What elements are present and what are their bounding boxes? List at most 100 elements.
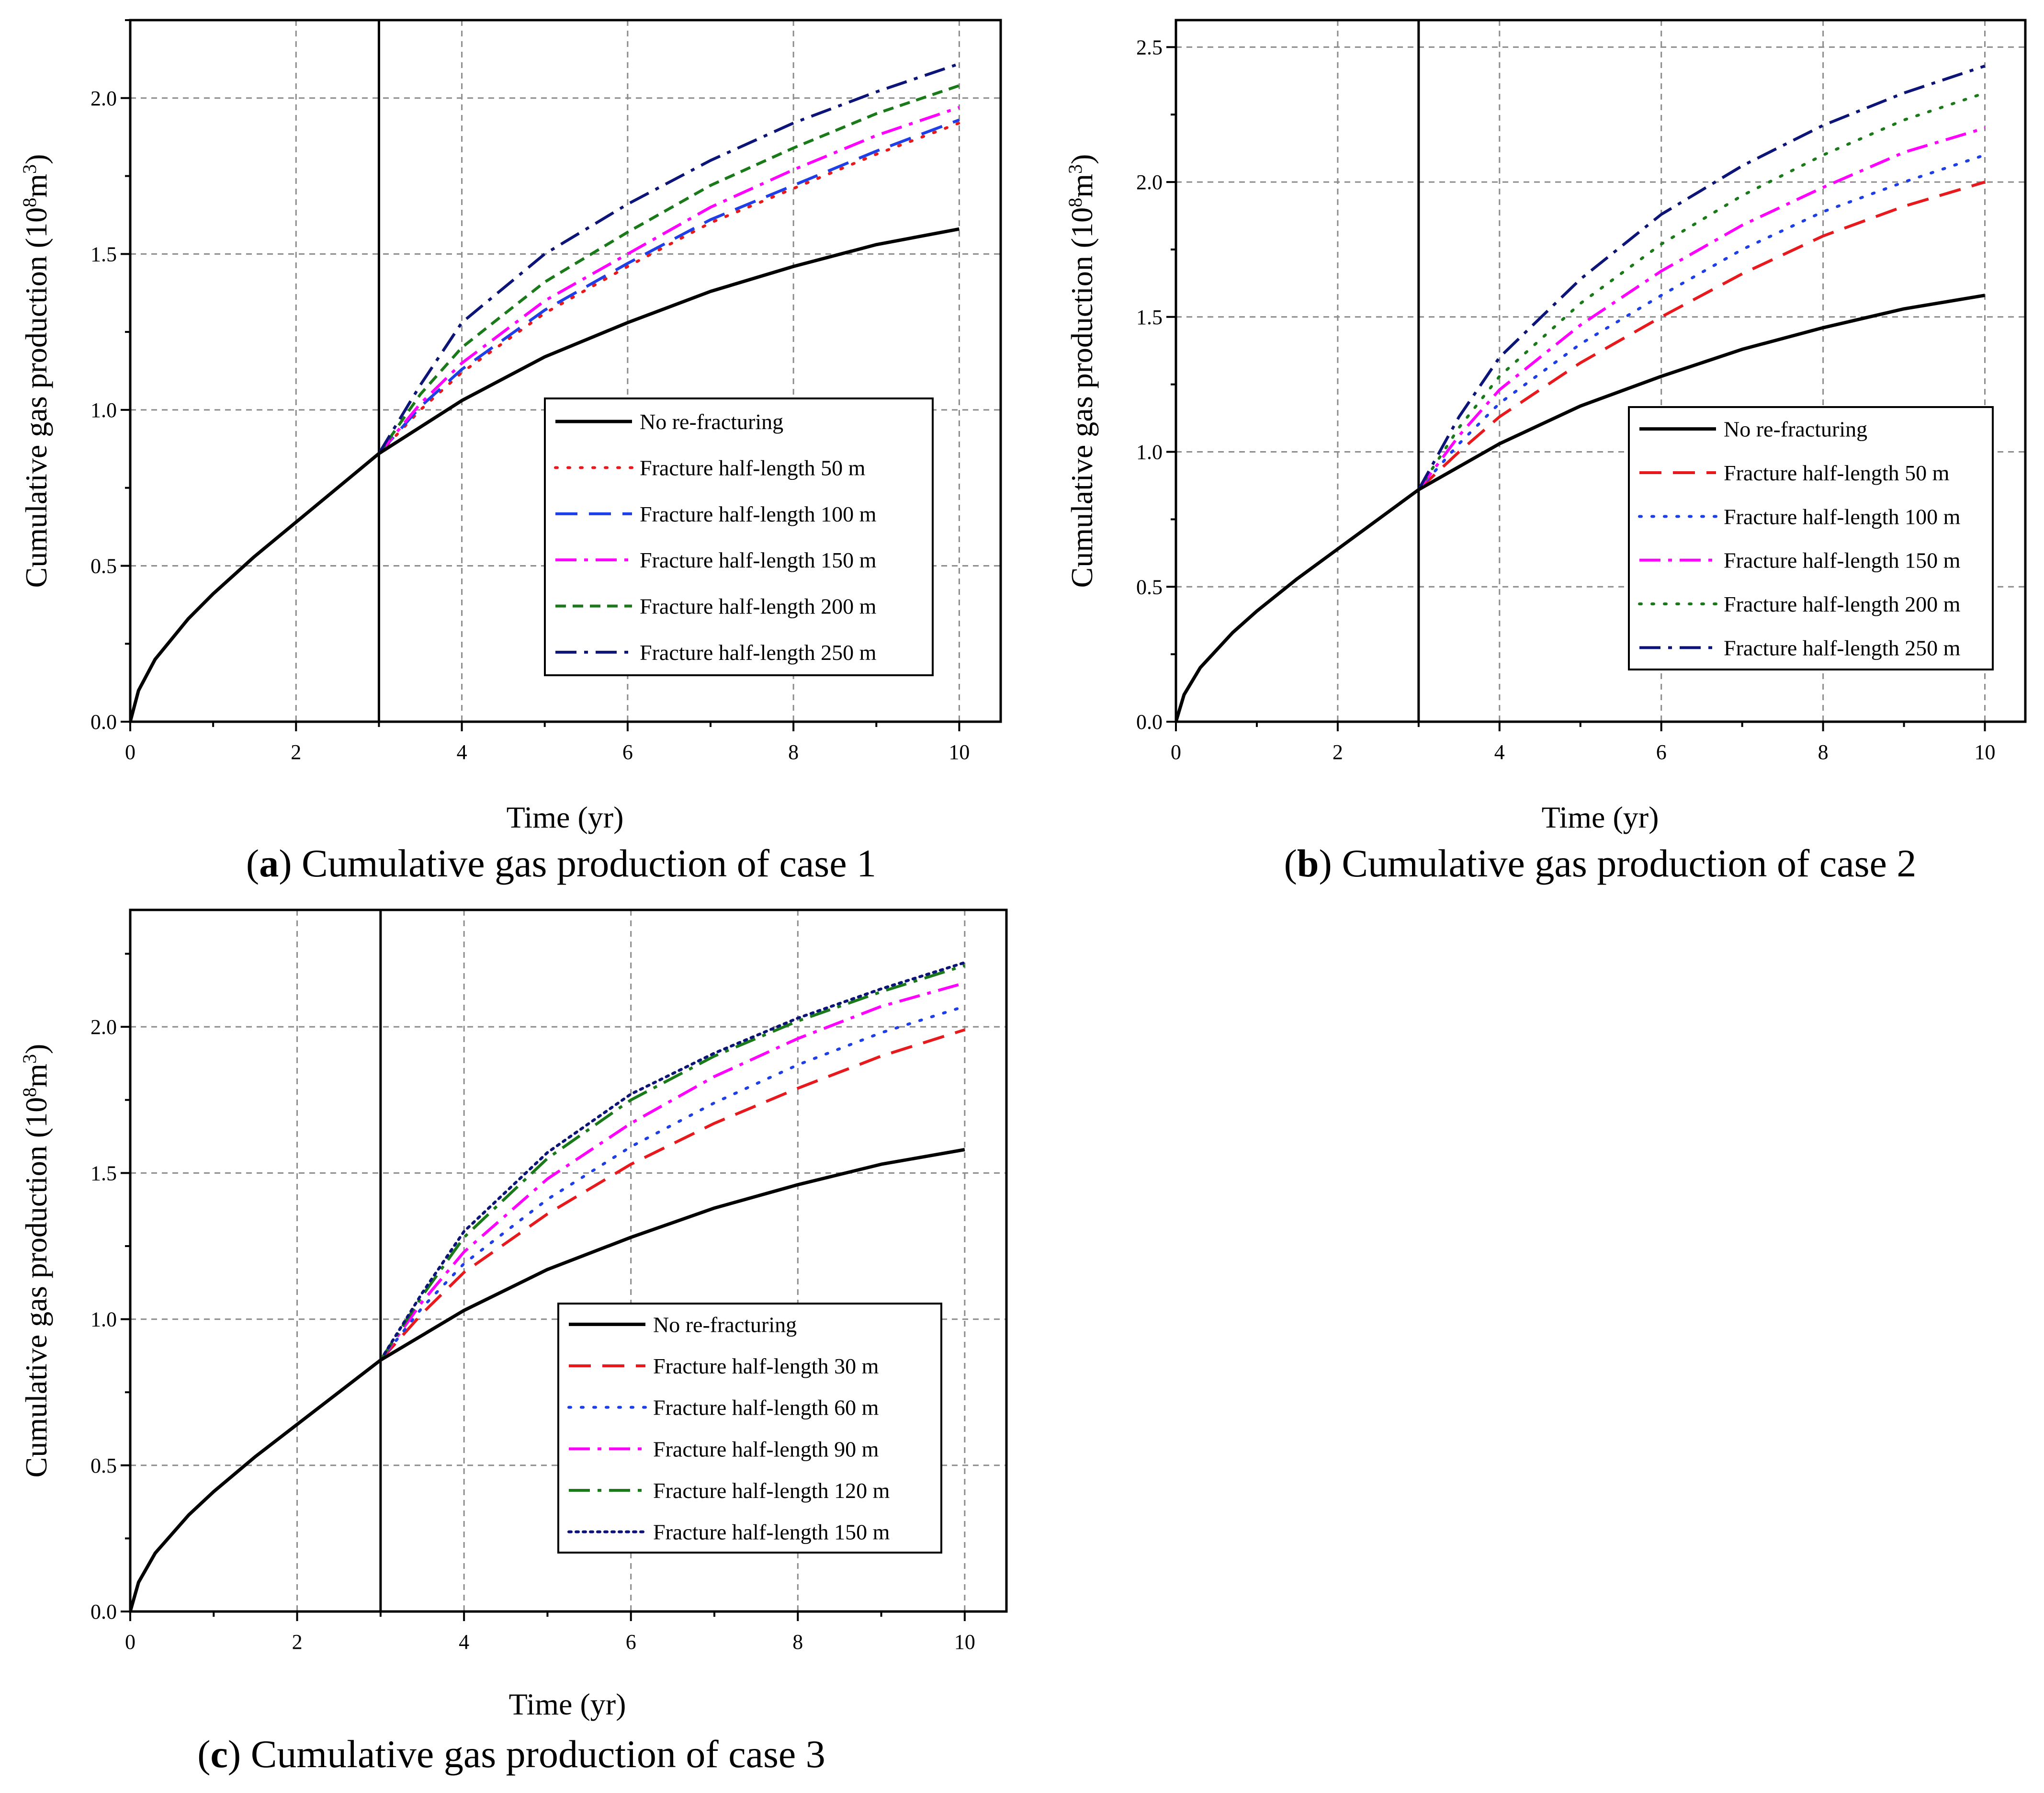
legend-label: Fracture half-length 250 m: [1724, 635, 1961, 660]
x-tick-label: 10: [949, 740, 970, 764]
series-group: [130, 62, 961, 722]
series-line-1: [377, 121, 961, 455]
caption-open-paren: (: [197, 1732, 210, 1776]
series-line-no-refracturing: [1176, 294, 1986, 722]
caption-open-paren: (: [1284, 841, 1297, 885]
legend-label: Fracture half-length 30 m: [653, 1354, 879, 1378]
x-tick-label: 8: [1818, 740, 1829, 764]
x-tick-label: 2: [1333, 740, 1343, 764]
legend-label: Fracture half-length 60 m: [653, 1396, 879, 1420]
legend-label: No re-fracturing: [653, 1312, 797, 1337]
plot-frame: [1174, 19, 2027, 723]
series-group: [130, 961, 966, 1611]
caption-letter: c: [211, 1732, 228, 1776]
caption-title: Cumulative gas production of case 1: [292, 841, 877, 885]
caption-close-paren: ): [1319, 841, 1332, 885]
y-axis-label-part: m: [1065, 174, 1099, 198]
y-tick-label: 0.0: [1136, 710, 1163, 734]
series-line-1: [379, 1028, 965, 1361]
x-tick-label: 2: [292, 1630, 303, 1654]
y-axis-label-part: Cumulative gas production (10: [1065, 207, 1099, 588]
legend-box: [1628, 406, 1994, 670]
y-axis-label: Cumulative gas production (108m3): [19, 154, 54, 588]
x-tick-label: 4: [1494, 740, 1505, 764]
series-line-4: [379, 964, 965, 1361]
series-line-5: [1417, 64, 1986, 490]
panel-caption: (b) Cumulative gas production of case 2: [1284, 841, 1917, 885]
x-tick-label: 10: [1975, 740, 1996, 764]
caption-letter: b: [1297, 841, 1319, 885]
series-line-2: [379, 1005, 966, 1362]
x-tick-label: 6: [1656, 740, 1667, 764]
chart-panel-a: 0 2 4 6 8 10 0.0 0.5 1.0 1.5 2.0 Time (yr) Cumulativ…: [19, 19, 1002, 885]
legend-label: Fracture half-length 120 m: [653, 1478, 890, 1503]
legend-label: Fracture half-length 50 m: [640, 456, 866, 480]
y-axis-label-part: m: [19, 1064, 53, 1088]
series-line-no-refracturing: [130, 227, 960, 722]
legend-box: [544, 397, 934, 676]
legend-label: Fracture half-length 150 m: [640, 548, 877, 572]
series-line-2: [1417, 153, 1987, 491]
series-line-2: [378, 118, 960, 454]
y-tick-label: 0.0: [90, 1600, 117, 1623]
y-tick-label: 2.0: [90, 87, 117, 110]
y-tick-label: 0.5: [90, 554, 117, 578]
chart-panel-b: 0 2 4 6 8 10 0.0 0.5 1.0 1.5 2.0 2.5 Time (yr) Cumula…: [1064, 19, 2027, 885]
caption-letter: a: [259, 841, 279, 885]
legend-label: No re-fracturing: [1724, 417, 1867, 442]
x-tick-label: 6: [622, 740, 633, 764]
panel-caption: (c) Cumulative gas production of case 3: [197, 1732, 825, 1776]
x-tick-label: 8: [788, 740, 799, 764]
x-tick-label: 0: [1171, 740, 1181, 764]
caption-close-paren: ): [228, 1732, 241, 1776]
series-line-4: [1417, 91, 1987, 491]
legend: No re-fracturing Fracture half-length 30 …: [557, 1303, 942, 1554]
y-axis-label-superscript: 3: [1064, 164, 1086, 174]
series-line-3: [1417, 126, 1986, 491]
plot-frame: [129, 19, 1002, 723]
y-axis-label-part: ): [19, 154, 53, 164]
x-axis-label: Time (yr): [1542, 800, 1659, 834]
y-tick-label: 1.0: [90, 1308, 117, 1331]
y-tick-label: 2.5: [1136, 35, 1163, 59]
legend-label: Fracture half-length 100 m: [640, 502, 877, 526]
legend-label: No re-fracturing: [640, 409, 783, 434]
y-axis-label-part: Cumulative gas production (10: [19, 1097, 53, 1478]
x-tick-label: 2: [291, 740, 301, 764]
series-line-3: [378, 106, 960, 454]
y-tick-label: 0.0: [90, 710, 117, 734]
series-line-4: [377, 84, 960, 454]
caption-close-paren: ): [279, 841, 292, 885]
legend-label: Fracture half-length 200 m: [640, 594, 877, 619]
legend: No re-fracturing Fracture half-length 50 …: [1628, 406, 1994, 670]
series-group: [1176, 64, 1987, 722]
y-tick-label: 0.5: [1136, 575, 1163, 599]
legend-label: Fracture half-length 150 m: [653, 1520, 890, 1544]
x-tick-label: 4: [457, 740, 467, 764]
legend-label: Fracture half-length 200 m: [1724, 592, 1961, 616]
y-axis-label-part: Cumulative gas production (10: [19, 207, 53, 588]
y-tick-label: 1.0: [90, 398, 117, 422]
chart-panel-c: 0 2 4 6 8 10 0.0 0.5 1.0 1.5 2.0 Time (yr) Cumulativ…: [19, 908, 1008, 1776]
y-tick-label: 2.0: [1136, 170, 1163, 194]
x-tick-label: 6: [626, 1630, 636, 1654]
x-tick-label: 10: [954, 1630, 975, 1654]
y-axis-label-part: ): [1065, 154, 1099, 164]
legend-label: Fracture half-length 90 m: [653, 1437, 879, 1461]
y-axis-label-part: ): [19, 1044, 53, 1054]
legend: No re-fracturing Fracture half-length 50 …: [544, 397, 934, 676]
legend-label: Fracture half-length 50 m: [1724, 461, 1950, 485]
caption-title: Cumulative gas production of case 3: [241, 1732, 825, 1776]
y-axis-label-superscript: 8: [19, 198, 40, 207]
x-tick-label: 4: [459, 1630, 469, 1654]
panel-caption: (a) Cumulative gas production of case 1: [246, 841, 876, 885]
y-tick-label: 1.5: [90, 242, 117, 266]
x-tick-label: 0: [125, 740, 136, 764]
y-axis-label-superscript: 8: [19, 1088, 40, 1097]
y-axis-label: Cumulative gas production (108m3): [19, 1044, 54, 1478]
plot-frame: [129, 908, 1008, 1613]
y-axis-label-superscript: 3: [19, 1054, 40, 1064]
y-axis-label-superscript: 8: [1064, 198, 1086, 207]
y-axis-label-superscript: 3: [19, 164, 40, 174]
